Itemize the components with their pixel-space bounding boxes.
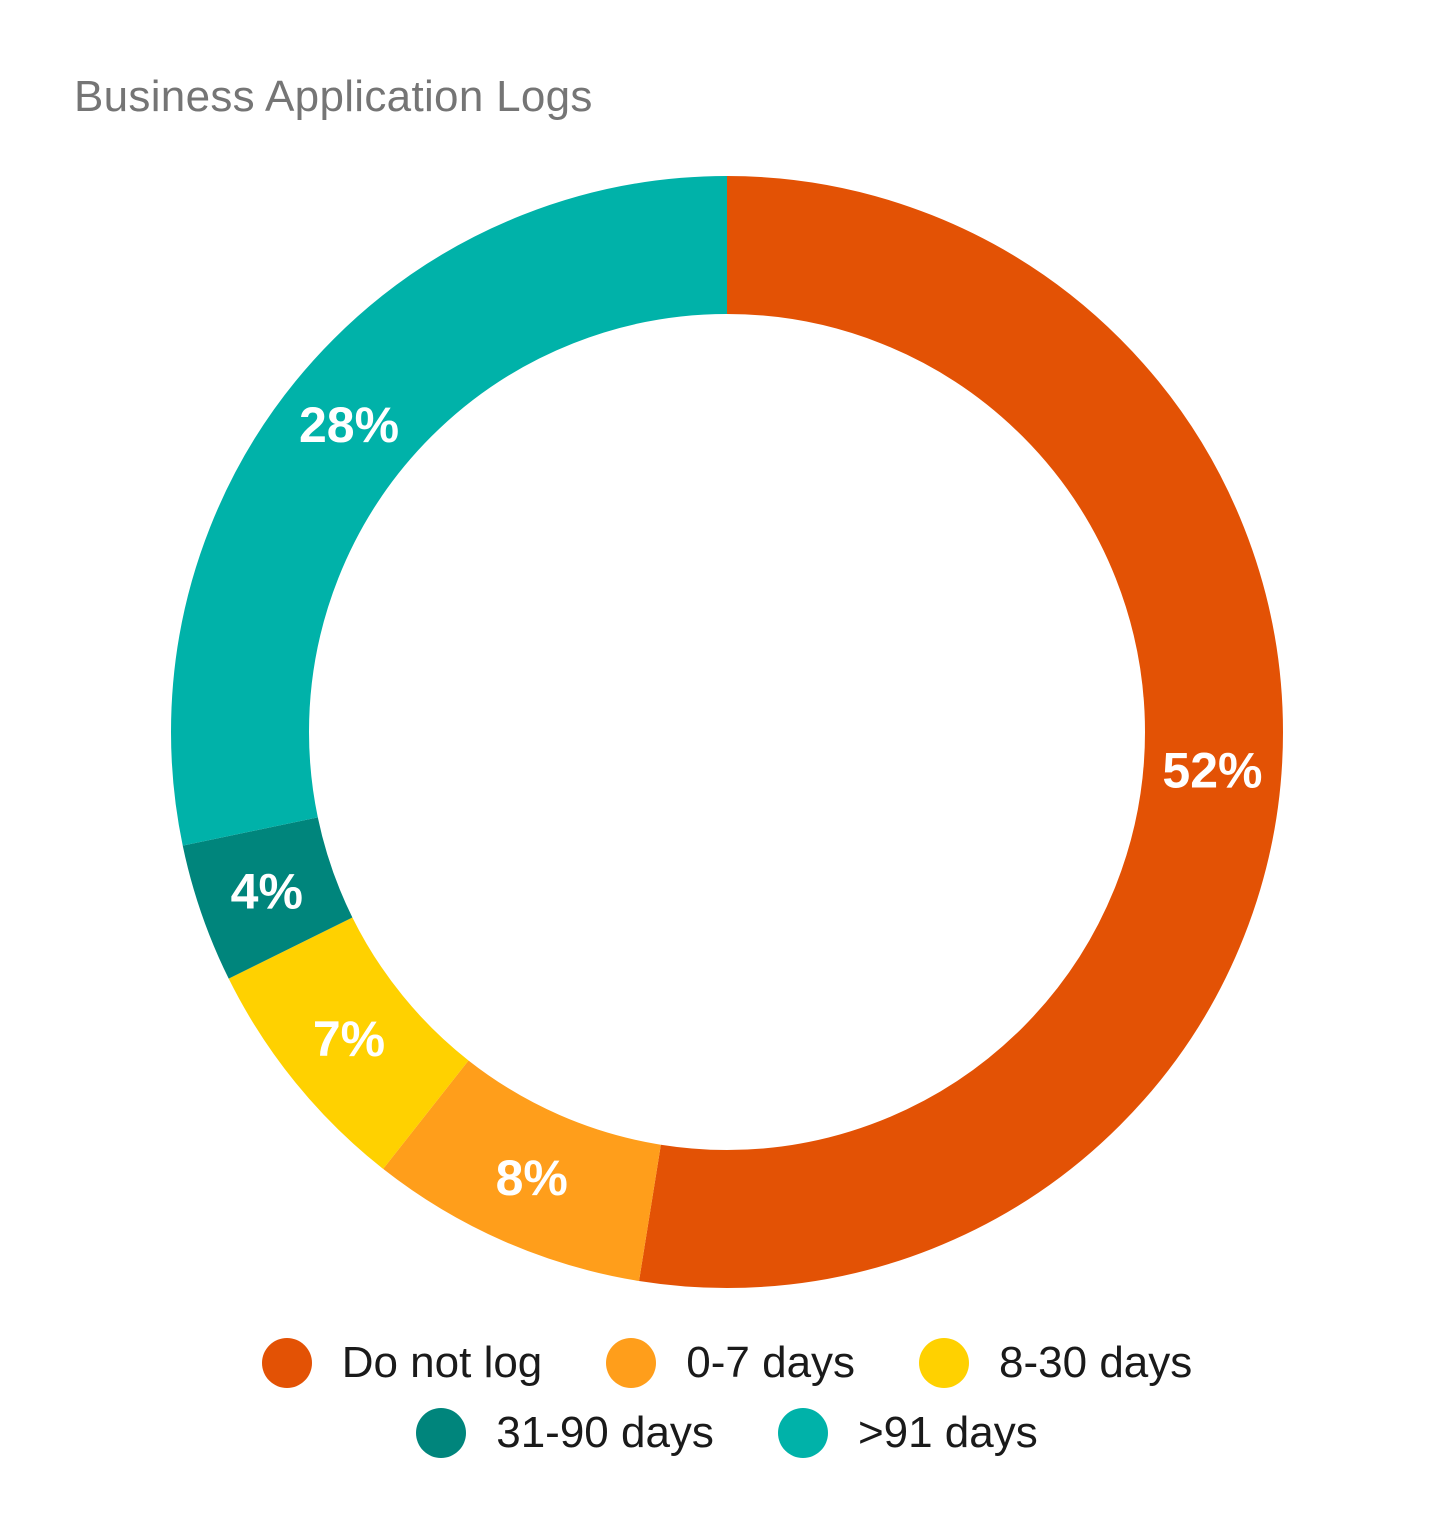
legend-swatch [416, 1408, 467, 1458]
legend-item-31-90-days[interactable]: 31-90 days [416, 1408, 714, 1458]
slice-value-label: 7% [313, 1011, 385, 1067]
chart-title: Business Application Logs [74, 72, 593, 121]
legend-label: 0-7 days [686, 1338, 856, 1387]
donut-labels: 52% 8% 7% 4% 28% [231, 397, 1263, 1206]
slice-value-label: 52% [1162, 743, 1262, 799]
legend-item-do-not-log[interactable]: Do not log [261, 1338, 543, 1388]
legend-row-1: Do not log 0-7 days 8-30 days [0, 1338, 1454, 1388]
slice-value-label: 28% [299, 397, 399, 453]
slice-value-label: 4% [231, 863, 303, 919]
legend-label: Do not log [341, 1338, 543, 1387]
legend-item-0-7-days[interactable]: 0-7 days [606, 1338, 855, 1388]
legend-item-over-91-days[interactable]: >91 days [777, 1408, 1038, 1458]
legend-swatch [919, 1338, 970, 1388]
legend-label: >91 days [857, 1408, 1038, 1457]
legend-label: 31-90 days [496, 1408, 714, 1457]
donut-slices [171, 176, 1283, 1288]
legend-label: 8-30 days [999, 1338, 1193, 1387]
slice-value-label: 8% [496, 1150, 568, 1206]
legend-swatch [777, 1408, 828, 1458]
donut-slice--91-days[interactable] [171, 176, 1283, 1288]
legend-item-8-30-days[interactable]: 8-30 days [919, 1338, 1192, 1388]
legend-swatch [261, 1338, 312, 1388]
legend-row-2: 31-90 days >91 days [0, 1408, 1454, 1458]
legend-swatch [606, 1338, 657, 1388]
